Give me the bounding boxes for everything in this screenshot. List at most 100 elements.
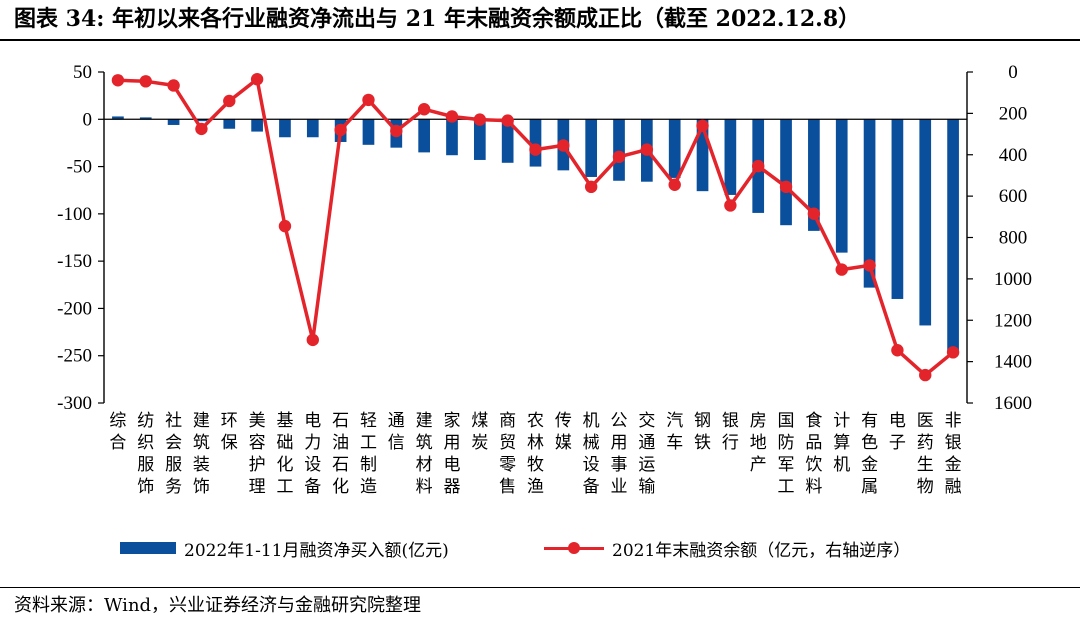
line-point-环保 bbox=[223, 94, 236, 108]
y-right-tick-label: 1400 bbox=[994, 352, 1032, 373]
category-label: 国防军工 bbox=[778, 411, 795, 497]
category-label: 非银金融 bbox=[945, 411, 962, 497]
line-point-电力设备 bbox=[306, 333, 319, 347]
line-point-有色金属 bbox=[863, 259, 876, 272]
line-point-农林牧渔 bbox=[529, 143, 542, 156]
category-label: 食品饮料 bbox=[805, 411, 822, 497]
line-point-商贸零售 bbox=[501, 114, 514, 127]
category-label: 综合 bbox=[109, 411, 126, 453]
y-left-tick-label: -50 bbox=[67, 157, 92, 178]
bar-钢铁 bbox=[696, 119, 709, 192]
legend-item-bar: 2022年1-11月融资净买入额(亿元) bbox=[120, 533, 449, 563]
bar-建筑装饰 bbox=[195, 119, 208, 122]
bar-非银金融 bbox=[947, 119, 959, 351]
legend-item-line: 2021年末融资余额（亿元，右轴逆序） bbox=[544, 533, 910, 563]
bar-综合 bbox=[112, 116, 124, 120]
y-left-tick-label: -100 bbox=[57, 204, 92, 225]
category-label: 商贸零售 bbox=[499, 411, 516, 497]
bar-有色金属 bbox=[863, 119, 876, 288]
category-label: 有色金属 bbox=[861, 411, 878, 497]
y-right-tick-label: 400 bbox=[999, 145, 1028, 166]
line-point-交通运输 bbox=[640, 143, 654, 156]
line-point-通信 bbox=[390, 124, 403, 138]
y-left-tick-label: -300 bbox=[57, 393, 92, 414]
bar-电子 bbox=[891, 119, 904, 299]
bar-公用事业 bbox=[613, 119, 625, 181]
bar-计算机 bbox=[835, 119, 848, 253]
y-left-tick-label: 50 bbox=[73, 62, 92, 83]
bar-纺织服饰 bbox=[139, 117, 152, 120]
line-point-汽车 bbox=[668, 178, 681, 191]
bar-社会服务 bbox=[167, 119, 180, 125]
legend-line-label: 2021年末融资余额（亿元，右轴逆序） bbox=[612, 540, 911, 561]
bar-美容护理 bbox=[251, 119, 263, 132]
line-point-医药生物 bbox=[919, 368, 932, 382]
title-rule bbox=[0, 39, 1080, 41]
line-point-综合 bbox=[111, 74, 125, 87]
bar-医药生物 bbox=[919, 119, 932, 326]
bar-煤炭 bbox=[473, 119, 486, 160]
line-point-建筑材料 bbox=[417, 103, 431, 116]
category-label: 交通运输 bbox=[638, 411, 655, 497]
source-rule bbox=[0, 587, 1080, 588]
y-right-tick-label: 0 bbox=[1008, 62, 1018, 83]
y-right-tick-label: 1200 bbox=[994, 310, 1032, 331]
y-right-tick-label: 800 bbox=[999, 228, 1028, 249]
bar-环保 bbox=[223, 119, 236, 129]
line-point-非银金融 bbox=[946, 346, 960, 359]
category-label: 电子 bbox=[889, 411, 906, 453]
bar-国防军工 bbox=[780, 119, 792, 226]
y-left-tick-label: -150 bbox=[57, 251, 92, 272]
bar-银行 bbox=[724, 119, 737, 195]
chart-legend: 2022年1-11月融资净买入额(亿元) 2021年末融资余额（亿元，右轴逆序） bbox=[0, 533, 1080, 563]
category-label: 传媒 bbox=[555, 411, 572, 453]
category-label: 石油石化 bbox=[332, 411, 349, 497]
y-left-tick-label: 0 bbox=[83, 109, 93, 130]
category-label: 环保 bbox=[221, 411, 238, 453]
line-point-煤炭 bbox=[473, 113, 487, 126]
line-point-国防军工 bbox=[779, 180, 793, 194]
line-point-家用电器 bbox=[445, 110, 459, 123]
bar-轻工制造 bbox=[362, 119, 375, 145]
category-label: 房地产 bbox=[750, 411, 767, 475]
line-point-公用事业 bbox=[612, 150, 626, 164]
bar-农林牧渔 bbox=[529, 119, 542, 167]
category-label: 银行 bbox=[722, 411, 739, 453]
category-label: 农林牧渔 bbox=[527, 411, 544, 497]
y-right-tick-label: 600 bbox=[999, 186, 1028, 207]
line-point-房地产 bbox=[752, 159, 765, 173]
category-label: 纺织服饰 bbox=[137, 411, 154, 497]
chart-title: 图表 34: 年初以来各行业融资净流出与 21 年末融资余额成正比（截至 202… bbox=[14, 6, 861, 32]
bar-汽车 bbox=[668, 119, 681, 178]
bar-机械设备 bbox=[585, 119, 598, 177]
y-right-tick-label: 200 bbox=[999, 103, 1028, 124]
line-point-基础化工 bbox=[278, 219, 292, 233]
line-point-纺织服饰 bbox=[139, 75, 152, 88]
line-point-石油石化 bbox=[334, 123, 347, 137]
y-right-tick-label: 1000 bbox=[994, 269, 1032, 290]
line-point-社会服务 bbox=[167, 79, 180, 92]
bar-商贸零售 bbox=[501, 119, 514, 163]
category-label: 通信 bbox=[388, 411, 405, 453]
source-note: 资料来源：Wind，兴业证券经济与金融研究院整理 bbox=[14, 595, 422, 616]
category-label: 家用电器 bbox=[443, 411, 460, 497]
bar-电力设备 bbox=[306, 119, 319, 138]
category-label: 社会服务 bbox=[165, 411, 182, 497]
category-label: 煤炭 bbox=[471, 411, 488, 453]
legend-bar-label: 2022年1-11月融资净买入额(亿元) bbox=[184, 540, 449, 561]
line-point-计算机 bbox=[835, 263, 848, 276]
category-label: 电力设备 bbox=[304, 411, 321, 497]
y-left-tick-label: -200 bbox=[57, 298, 92, 319]
category-label: 公用事业 bbox=[611, 411, 628, 497]
line-point-食品饮料 bbox=[807, 207, 821, 220]
category-label: 计算机 bbox=[833, 411, 850, 475]
line-point-轻工制造 bbox=[362, 93, 375, 107]
legend-line-swatch bbox=[544, 538, 604, 558]
legend-bar-swatch bbox=[120, 542, 176, 554]
line-point-钢铁 bbox=[696, 119, 709, 132]
bar-建筑材料 bbox=[418, 119, 430, 153]
line-point-美容护理 bbox=[250, 73, 264, 86]
category-label: 基础化工 bbox=[276, 411, 293, 497]
line-point-建筑装饰 bbox=[195, 122, 208, 136]
category-label: 机械设备 bbox=[583, 411, 600, 497]
